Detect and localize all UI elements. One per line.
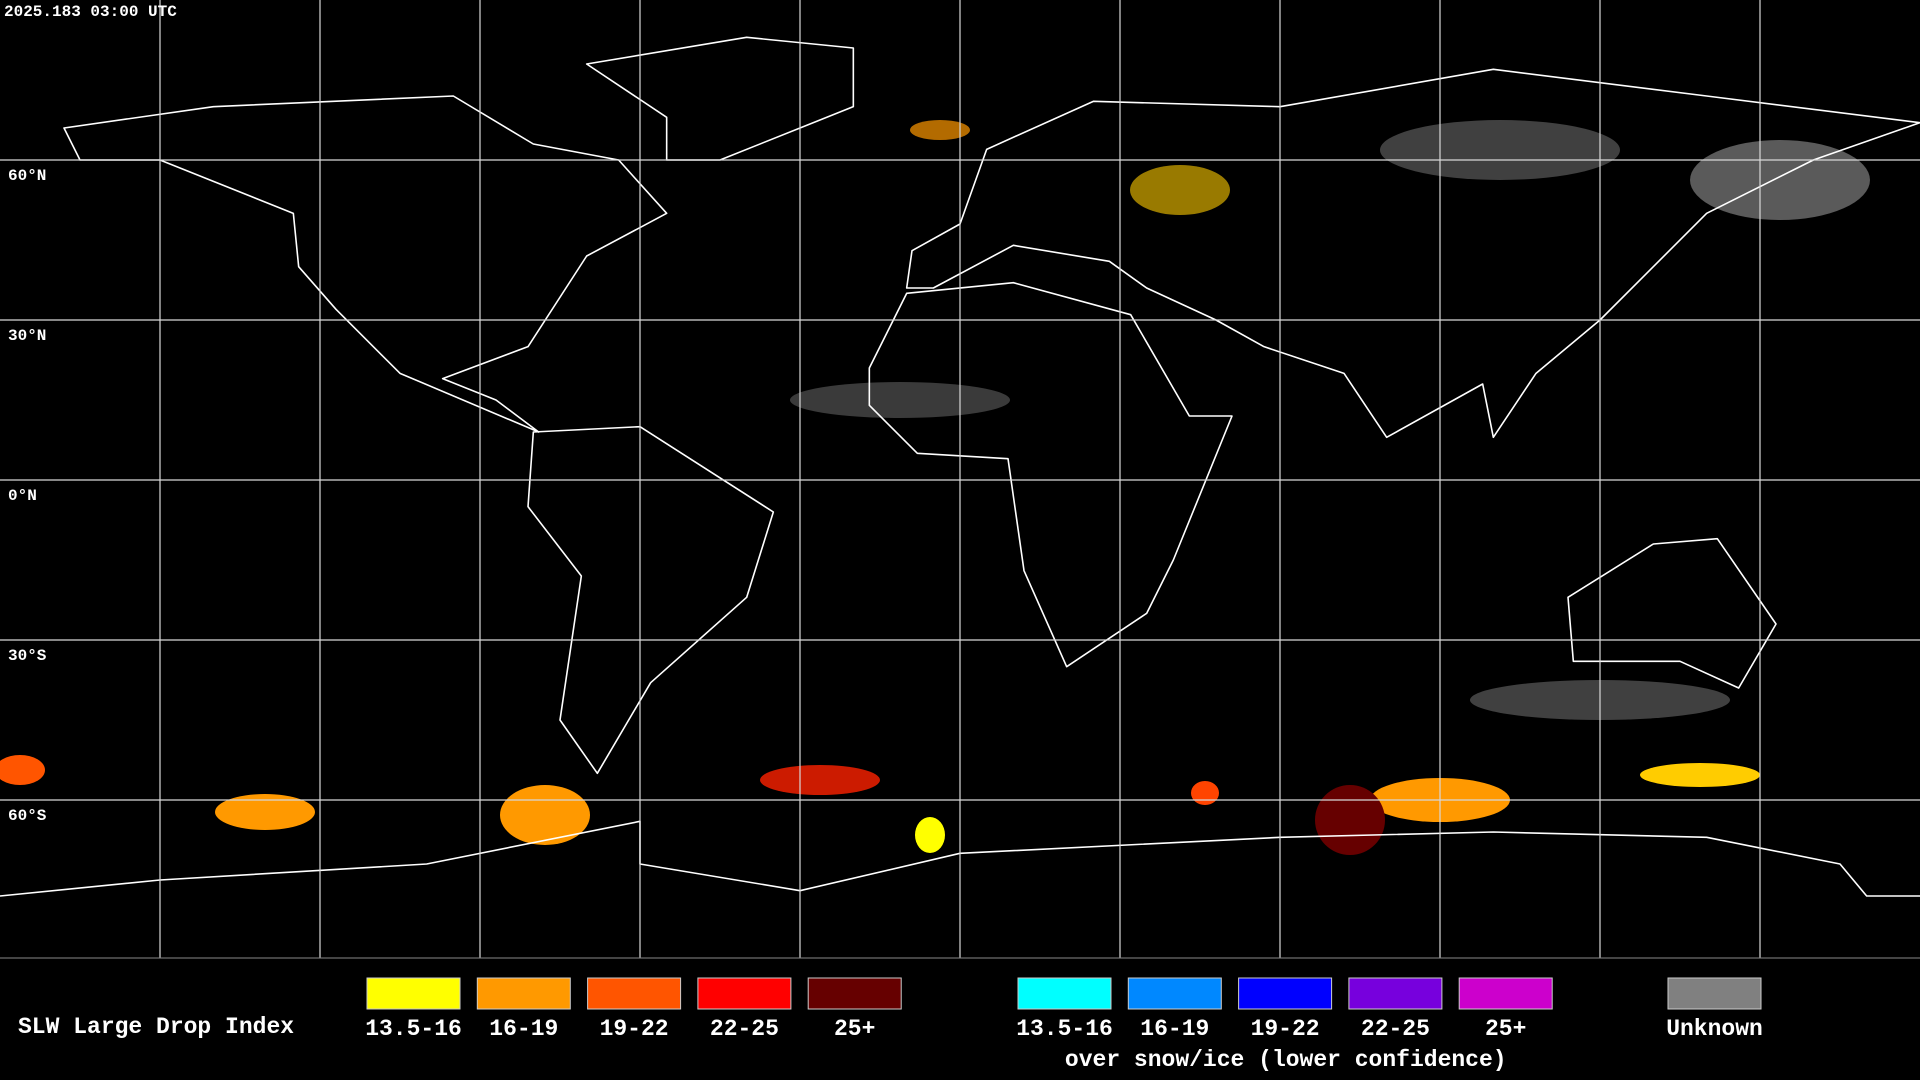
legend-label: 25+ <box>1485 1016 1526 1042</box>
index-patch <box>760 765 880 795</box>
graticule <box>0 0 1920 959</box>
legend-swatch <box>1667 977 1762 1010</box>
legend-caption: over snow/ice (lower confidence) <box>1065 1047 1507 1073</box>
legend-label: 13.5-16 <box>365 1016 462 1042</box>
legend-label: 16-19 <box>1140 1016 1209 1042</box>
index-patch <box>0 755 45 785</box>
coastline <box>905 68 1920 439</box>
legend-label: 16-19 <box>489 1016 558 1042</box>
unknown-patch <box>790 382 1010 418</box>
index-patch <box>1640 763 1760 787</box>
coastline <box>868 281 1233 668</box>
index-patch <box>1191 781 1219 805</box>
latitude-label: 60°S <box>8 807 47 825</box>
legend-label: 19-22 <box>1251 1016 1320 1042</box>
legend-label: 22-25 <box>1361 1016 1430 1042</box>
latitude-labels: 60°N 30°N 0°N 30°S 60°S <box>8 167 47 825</box>
coastline <box>63 95 668 433</box>
legend: 13.5-16 16-19 19-22 22-25 25+ 13.5-16 16-19 19-… <box>365 977 1763 1073</box>
index-patch <box>915 817 945 853</box>
legend-label: 22-25 <box>710 1016 779 1042</box>
legend-title: SLW Large Drop Index <box>18 1014 294 1040</box>
latitude-label: 60°N <box>8 167 46 185</box>
latitude-label: 30°S <box>8 647 47 665</box>
legend-swatch <box>476 977 571 1010</box>
timestamp: 2025.183 03:00 UTC <box>4 3 177 21</box>
latitude-label: 0°N <box>8 487 37 505</box>
legend-swatch <box>1127 977 1222 1010</box>
legend-label: 19-22 <box>600 1016 669 1042</box>
legend-swatch <box>807 977 902 1010</box>
legend-label: Unknown <box>1666 1016 1763 1042</box>
legend-swatch <box>1017 977 1112 1010</box>
legend-swatch <box>1238 977 1333 1010</box>
legend-label: 25+ <box>834 1016 875 1042</box>
legend-swatch <box>697 977 792 1010</box>
index-patch <box>500 785 590 845</box>
legend-swatch <box>1348 977 1443 1010</box>
latitude-label: 30°N <box>8 327 46 345</box>
index-patch <box>215 794 315 830</box>
legend-swatch <box>1458 977 1553 1010</box>
index-patch <box>1315 785 1385 855</box>
coastline <box>1567 537 1777 689</box>
index-patch <box>1130 165 1230 215</box>
index-patch <box>910 120 970 140</box>
coastline <box>527 425 775 775</box>
legend-swatch <box>587 977 682 1010</box>
legend-swatch <box>366 977 461 1010</box>
legend-label: 13.5-16 <box>1016 1016 1113 1042</box>
unknown-patch <box>1380 120 1620 180</box>
